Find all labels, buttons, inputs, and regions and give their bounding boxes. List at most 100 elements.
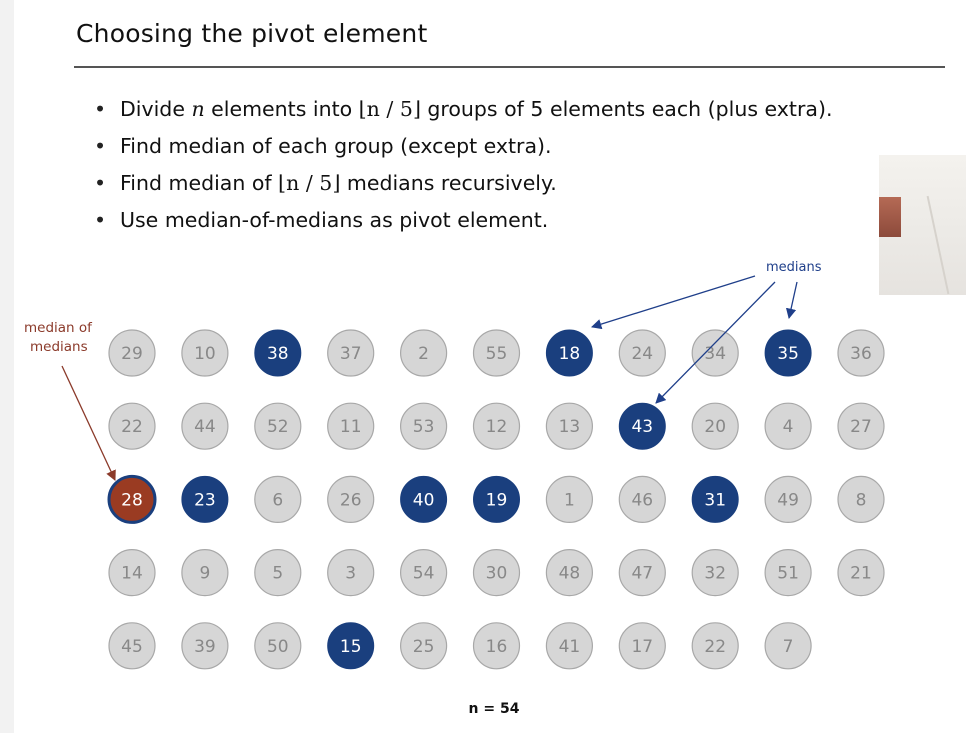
element-node: 27	[837, 402, 885, 450]
node-circle	[327, 548, 375, 597]
bullet-item: Find median of each group (except extra)…	[94, 131, 832, 168]
node-value: 49	[777, 490, 799, 510]
node-value: 43	[631, 417, 653, 437]
node-circle	[472, 402, 521, 450]
element-node: 29	[108, 329, 156, 377]
node-value: 22	[704, 637, 726, 657]
element-node: 54	[400, 548, 448, 597]
bullet-pre-text: Use median-of-medians as pivot element.	[120, 208, 549, 232]
node-value: 48	[559, 564, 581, 584]
node-circle	[618, 475, 666, 523]
element-node: 4	[764, 402, 812, 450]
node-value: 51	[777, 564, 799, 584]
element-node: 48	[545, 548, 594, 597]
node-circle	[327, 622, 375, 670]
node-circle	[254, 475, 302, 523]
element-node: 55	[472, 329, 521, 377]
node-circle	[691, 329, 739, 377]
bullet-pre-text: Find median of	[120, 171, 279, 195]
element-node: 41	[545, 622, 594, 670]
node-value: 21	[850, 564, 872, 584]
node-circle	[181, 548, 229, 597]
node-circle	[327, 402, 375, 450]
node-circle	[108, 402, 156, 450]
element-node: 22	[108, 402, 156, 450]
node-circle	[254, 622, 302, 670]
node-circle	[400, 402, 448, 450]
median-node: 23	[181, 475, 229, 523]
node-value: 10	[194, 344, 216, 364]
node-value: 17	[631, 637, 653, 657]
node-value: 4	[783, 417, 794, 437]
node-value: 31	[704, 490, 726, 510]
element-node: 51	[764, 548, 812, 597]
medians-arrow-1	[591, 275, 756, 330]
element-node: 26	[327, 475, 375, 523]
node-circle	[254, 402, 302, 450]
node-circle	[837, 329, 885, 377]
node-value: 38	[267, 344, 289, 364]
element-node: 5	[254, 548, 302, 597]
median-of-medians-node: 28	[107, 474, 157, 524]
node-circle	[181, 622, 229, 670]
node-value: 39	[194, 637, 216, 657]
node-value: 18	[559, 344, 581, 364]
node-circle	[254, 329, 302, 377]
bullet-pre-text: Divide	[120, 97, 192, 121]
node-value: 15	[340, 637, 362, 657]
node-value: 47	[631, 564, 653, 584]
medians-arrow-3	[785, 281, 798, 320]
medians-arrow-2	[655, 281, 776, 404]
bullet-list: Divide n elements into ⌊n / 5⌋ groups of…	[94, 94, 832, 242]
node-value: 34	[704, 344, 726, 364]
element-node: 36	[837, 329, 885, 377]
median-of-medians-arrow	[61, 365, 116, 481]
element-node: 25	[400, 622, 448, 670]
node-circle	[108, 548, 156, 597]
median-of-medians-label-line2: medians	[30, 339, 88, 355]
element-node: 50	[254, 622, 302, 670]
node-value: 36	[850, 344, 872, 364]
node-value: 12	[486, 417, 508, 437]
element-node: 44	[181, 402, 229, 450]
node-circle	[837, 548, 885, 597]
node-circle	[400, 622, 448, 670]
element-node: 39	[181, 622, 229, 670]
node-circle	[691, 548, 739, 597]
node-value: 19	[486, 490, 508, 510]
node-value: 55	[486, 344, 508, 364]
bullet-pre-text: Find median of each group (except extra)…	[120, 134, 552, 158]
bullet-var-text: n	[191, 97, 205, 121]
element-node: 1	[545, 475, 594, 523]
node-circle	[545, 622, 594, 670]
node-value: 8	[856, 490, 867, 510]
node-value: 24	[631, 344, 653, 364]
node-value: 35	[777, 344, 799, 364]
node-circle	[545, 402, 594, 450]
node-value: 45	[121, 637, 143, 657]
element-node: 47	[618, 548, 666, 597]
node-circle	[181, 329, 229, 377]
node-circle	[618, 329, 666, 377]
node-value: 50	[267, 637, 289, 657]
node-value: 22	[121, 417, 143, 437]
node-value: 54	[413, 564, 435, 584]
node-circle	[764, 329, 812, 377]
node-circle	[108, 329, 156, 377]
node-circle	[691, 622, 739, 670]
element-node: 7	[764, 622, 812, 670]
element-node: 21	[837, 548, 885, 597]
element-node: 20	[691, 402, 739, 450]
node-value: 6	[272, 490, 283, 510]
median-of-medians-label-line1: median of	[24, 320, 93, 336]
node-value: 5	[272, 564, 283, 584]
node-circle	[400, 329, 448, 377]
node-value: 46	[631, 490, 653, 510]
node-circle	[472, 329, 521, 377]
node-circle	[618, 402, 666, 450]
webcam-overlay	[879, 155, 966, 295]
node-circle	[472, 548, 521, 597]
element-node: 6	[254, 475, 302, 523]
node-value: 3	[345, 564, 356, 584]
